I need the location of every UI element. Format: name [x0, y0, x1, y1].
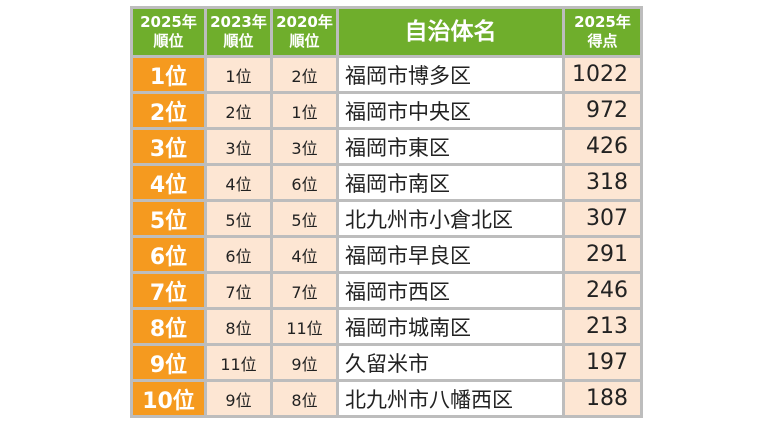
- header-rank-2023-label: 順位: [223, 32, 254, 50]
- header-rank-2023: 2023年 順位: [204, 6, 273, 58]
- municipality-cell: 福岡市城南区: [336, 307, 565, 346]
- rank-2025-cell: 10位: [130, 379, 207, 418]
- municipality-cell: 福岡市博多区: [336, 55, 565, 94]
- table-row: 2位 2位 1位 福岡市中央区 972: [130, 91, 643, 130]
- rank-2023-cell: 7位: [204, 271, 273, 310]
- table-row: 5位 5位 5位 北九州市小倉北区 307: [130, 199, 643, 238]
- table-row: 6位 6位 4位 福岡市早良区 291: [130, 235, 643, 274]
- table-row: 10位 9位 8位 北九州市八幡西区 188: [130, 379, 643, 418]
- rank-2025-cell: 4位: [130, 163, 207, 202]
- municipality-cell: 北九州市小倉北区: [336, 199, 565, 238]
- score-cell: 1022: [562, 55, 643, 94]
- rank-2025-cell: 7位: [130, 271, 207, 310]
- rank-2023-cell: 9位: [204, 379, 273, 418]
- table-row: 1位 1位 2位 福岡市博多区 1022: [130, 55, 643, 94]
- rank-2020-cell: 1位: [270, 91, 339, 130]
- score-cell: 213: [562, 307, 643, 346]
- table-header: 2025年 順位 2023年 順位 2020年 順位 自治体名 2025年 得点: [130, 6, 643, 58]
- score-cell: 307: [562, 199, 643, 238]
- rank-2020-cell: 7位: [270, 271, 339, 310]
- header-municipality: 自治体名: [336, 6, 565, 58]
- rank-2023-cell: 6位: [204, 235, 273, 274]
- rank-2020-cell: 5位: [270, 199, 339, 238]
- header-score-2025: 2025年 得点: [562, 6, 643, 58]
- municipality-cell: 福岡市中央区: [336, 91, 565, 130]
- rank-2020-cell: 8位: [270, 379, 339, 418]
- municipality-cell: 福岡市南区: [336, 163, 565, 202]
- header-score-2025-year: 2025年: [574, 13, 631, 31]
- rank-2023-cell: 4位: [204, 163, 273, 202]
- municipality-cell: 福岡市東区: [336, 127, 565, 166]
- header-rank-2025: 2025年 順位: [130, 6, 207, 58]
- table-row: 7位 7位 7位 福岡市西区 246: [130, 271, 643, 310]
- score-cell: 188: [562, 379, 643, 418]
- table-body: 1位 1位 2位 福岡市博多区 1022 2位 2位 1位 福岡市中央区 972…: [130, 55, 643, 418]
- municipality-cell: 久留米市: [336, 343, 565, 382]
- rank-2023-cell: 11位: [204, 343, 273, 382]
- municipality-cell: 福岡市西区: [336, 271, 565, 310]
- header-score-2025-label: 得点: [587, 32, 618, 50]
- ranking-table: 2025年 順位 2023年 順位 2020年 順位 自治体名 2025年 得点…: [130, 6, 643, 418]
- header-rank-2025-label: 順位: [153, 32, 184, 50]
- municipality-cell: 福岡市早良区: [336, 235, 565, 274]
- rank-2023-cell: 8位: [204, 307, 273, 346]
- rank-2025-cell: 6位: [130, 235, 207, 274]
- rank-2023-cell: 2位: [204, 91, 273, 130]
- rank-2023-cell: 1位: [204, 55, 273, 94]
- table-row: 8位 8位 11位 福岡市城南区 213: [130, 307, 643, 346]
- rank-2020-cell: 2位: [270, 55, 339, 94]
- header-rank-2025-year: 2025年: [140, 13, 197, 31]
- score-cell: 972: [562, 91, 643, 130]
- rank-2020-cell: 9位: [270, 343, 339, 382]
- rank-2020-cell: 11位: [270, 307, 339, 346]
- rank-2025-cell: 1位: [130, 55, 207, 94]
- score-cell: 246: [562, 271, 643, 310]
- header-rank-2020-year: 2020年: [276, 13, 333, 31]
- table-row: 3位 3位 3位 福岡市東区 426: [130, 127, 643, 166]
- score-cell: 197: [562, 343, 643, 382]
- score-cell: 318: [562, 163, 643, 202]
- rank-2023-cell: 5位: [204, 199, 273, 238]
- rank-2020-cell: 4位: [270, 235, 339, 274]
- header-rank-2023-year: 2023年: [210, 13, 267, 31]
- municipality-cell: 北九州市八幡西区: [336, 379, 565, 418]
- rank-2023-cell: 3位: [204, 127, 273, 166]
- header-row: 2025年 順位 2023年 順位 2020年 順位 自治体名 2025年 得点: [130, 6, 643, 58]
- header-rank-2020: 2020年 順位: [270, 6, 339, 58]
- rank-2025-cell: 8位: [130, 307, 207, 346]
- rank-2025-cell: 3位: [130, 127, 207, 166]
- score-cell: 291: [562, 235, 643, 274]
- rank-2025-cell: 2位: [130, 91, 207, 130]
- score-cell: 426: [562, 127, 643, 166]
- table-row: 4位 4位 6位 福岡市南区 318: [130, 163, 643, 202]
- rank-2020-cell: 6位: [270, 163, 339, 202]
- header-rank-2020-label: 順位: [289, 32, 320, 50]
- rank-2025-cell: 9位: [130, 343, 207, 382]
- table-row: 9位 11位 9位 久留米市 197: [130, 343, 643, 382]
- rank-2025-cell: 5位: [130, 199, 207, 238]
- rank-2020-cell: 3位: [270, 127, 339, 166]
